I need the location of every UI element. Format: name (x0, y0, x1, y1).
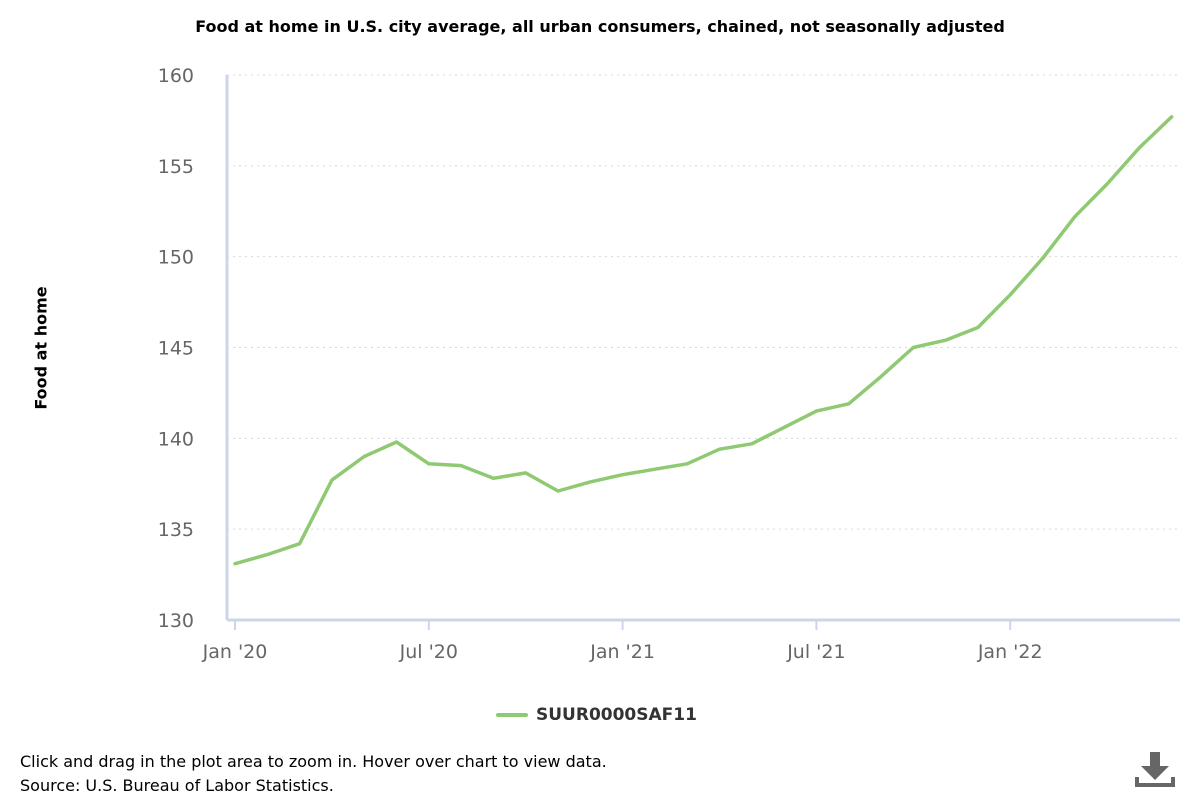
x-tick-label: Jul '21 (786, 641, 845, 663)
data-point (362, 455, 366, 459)
data-point (879, 375, 883, 379)
source-note: Source: U.S. Bureau of Labor Statistics. (20, 776, 334, 795)
data-point (847, 402, 851, 406)
data-point (1008, 293, 1012, 297)
data-point (330, 478, 334, 482)
data-point (459, 464, 463, 468)
chart-title: Food at home in U.S. city average, all u… (195, 17, 1005, 36)
data-point (524, 471, 528, 475)
data-point (782, 425, 786, 429)
x-tick-label: Jul '20 (399, 641, 458, 663)
y-tick-label: 140 (158, 428, 194, 450)
data-point (653, 467, 657, 471)
series-line (233, 115, 1174, 566)
x-tick-labels: Jan '20 Jul '20 Jan '21 Jul '21 Jan '22 (202, 641, 1043, 663)
data-point (556, 489, 560, 493)
data-point (718, 447, 722, 451)
x-tick-label: Jan '22 (977, 641, 1043, 663)
axes (225, 75, 1180, 630)
y-tick-label: 135 (158, 519, 194, 541)
y-tick-label: 150 (158, 247, 194, 269)
data-point (588, 480, 592, 484)
y-tick-label: 145 (158, 338, 194, 360)
data-point (814, 409, 818, 413)
data-point (265, 553, 269, 557)
zoom-instructions: Click and drag in the plot area to zoom … (20, 752, 607, 771)
data-point (491, 476, 495, 480)
data-point (427, 462, 431, 466)
grid-lines (227, 74, 1180, 530)
data-point (750, 442, 754, 446)
legend[interactable]: SUUR0000SAF11 (496, 703, 697, 727)
legend-swatch (496, 713, 528, 717)
x-tick-label: Jan '21 (589, 641, 655, 663)
data-point (1105, 182, 1109, 186)
download-icon (1135, 752, 1175, 787)
data-point (621, 473, 625, 477)
y-tick-label: 160 (158, 65, 194, 87)
legend-label[interactable]: SUUR0000SAF11 (536, 705, 697, 725)
data-point (911, 346, 915, 350)
y-tick-labels: 130 135 140 145 150 155 160 (158, 65, 194, 632)
data-point (298, 542, 302, 546)
y-tick-label: 130 (158, 610, 194, 632)
data-point (1041, 256, 1045, 260)
download-button[interactable] (1133, 750, 1177, 794)
data-point (1137, 146, 1141, 150)
data-point (1073, 215, 1077, 219)
y-tick-label: 155 (158, 156, 194, 178)
data-point (685, 462, 689, 466)
data-point (1170, 115, 1174, 119)
data-point (233, 562, 237, 566)
x-tick-label: Jan '20 (202, 641, 268, 663)
data-point (976, 326, 980, 330)
data-point (395, 440, 399, 444)
series-lines (233, 115, 1174, 566)
data-point (944, 338, 948, 342)
